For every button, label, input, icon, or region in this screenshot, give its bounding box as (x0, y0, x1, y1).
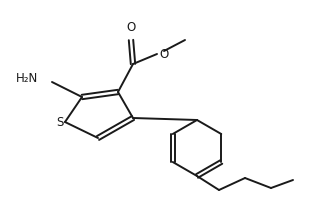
Text: O: O (126, 21, 135, 34)
Text: O: O (159, 47, 168, 60)
Text: S: S (56, 116, 64, 130)
Text: H₂N: H₂N (16, 72, 38, 84)
